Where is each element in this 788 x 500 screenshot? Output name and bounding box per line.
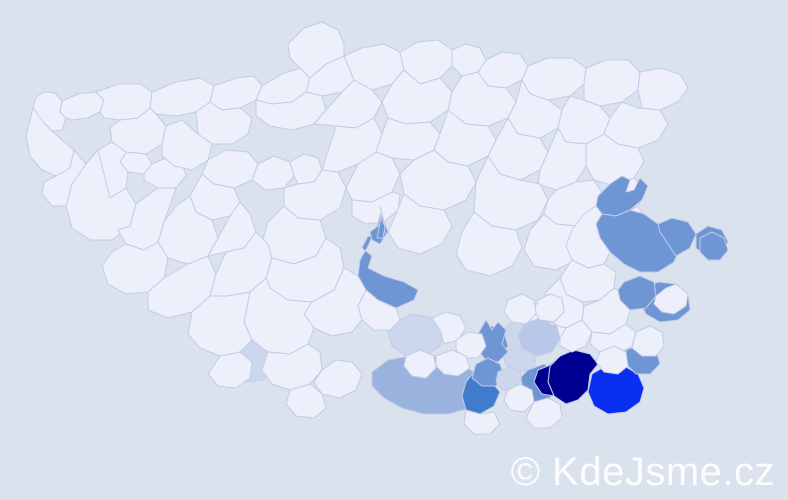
district-zdar-s <box>455 331 487 359</box>
district-znojmo-n <box>435 349 471 377</box>
district-domazlice <box>41 149 87 207</box>
district-praha-zapad <box>251 155 295 191</box>
district-rychnov <box>637 67 689 111</box>
district-chrudim <box>537 127 587 191</box>
district-pelhrimov-north-tip <box>376 217 386 239</box>
district-cb-south <box>261 343 323 391</box>
district-zlin-west-lobe <box>533 355 561 397</box>
district-opava <box>657 217 697 257</box>
district-rakovnik <box>161 119 213 171</box>
district-zlin-north <box>477 319 509 363</box>
district-cb-lower <box>285 383 327 419</box>
district-vsetin-s <box>631 325 665 357</box>
district-breclav-s <box>525 397 563 429</box>
district-trebic <box>455 211 523 277</box>
district-jihlava-fill <box>387 313 445 357</box>
district-vyskov-e <box>559 319 593 353</box>
district-hodonin-w <box>503 383 535 413</box>
district-ck-lower <box>207 351 253 389</box>
watermark: © KdeJsme.cz <box>510 450 775 494</box>
district-uh-north <box>595 345 629 375</box>
district-trutnov <box>521 57 587 101</box>
district-valassko <box>653 283 689 315</box>
district-karvina <box>699 231 729 261</box>
district-jh-south <box>313 359 363 399</box>
district-jihlava <box>387 193 453 255</box>
district-melnik <box>313 79 383 129</box>
district-layer <box>25 21 729 435</box>
district-znojmo-s <box>463 409 501 435</box>
district-nachod <box>583 59 641 107</box>
district-trebic-s <box>431 311 467 345</box>
district-brno-venkov <box>523 213 585 271</box>
district-brno-s <box>503 293 537 325</box>
district-jihlava-s <box>403 349 437 379</box>
district-sokolov <box>59 91 105 121</box>
district-cesky-krumlov-s <box>187 291 253 357</box>
district-most <box>209 75 263 111</box>
